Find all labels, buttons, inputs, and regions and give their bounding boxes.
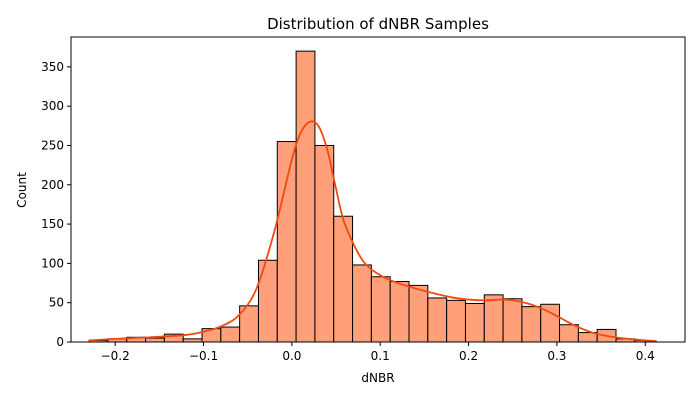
- y-tick-label: 0: [56, 335, 64, 349]
- histogram-bar: [276, 141, 297, 343]
- histogram-bar: [352, 264, 372, 343]
- histogram-bars: [88, 50, 655, 343]
- y-tick-label: 200: [41, 178, 64, 192]
- histogram-bar: [464, 302, 485, 343]
- x-tick-label: 0.4: [636, 349, 655, 363]
- x-axis-label: dNBR: [361, 371, 394, 385]
- x-tick-label: 0.1: [371, 349, 390, 363]
- y-tick-label: 350: [41, 60, 64, 74]
- chart-title: Distribution of dNBR Samples: [267, 15, 489, 33]
- histogram-bar: [220, 326, 241, 343]
- histogram-bar: [295, 50, 316, 343]
- y-tick-label: 150: [41, 217, 64, 231]
- histogram-bar: [559, 324, 579, 343]
- x-axis-ticks: −0.2 −0.1 0.0 0.1 0.2 0.3 0.4: [101, 342, 655, 363]
- plot-frame: [70, 36, 686, 343]
- histogram-bar: [408, 284, 429, 343]
- histogram-bar: [370, 276, 391, 343]
- y-tick-label: 300: [41, 99, 64, 113]
- x-tick-label: 0.2: [459, 349, 478, 363]
- histogram-bar: [427, 297, 448, 343]
- kde-curve: [88, 120, 657, 343]
- histogram-bar: [257, 259, 278, 343]
- x-tick-label: 0.0: [282, 349, 301, 363]
- histogram-bar: [314, 144, 335, 343]
- x-tick-label: 0.3: [547, 349, 566, 363]
- histogram-bar: [483, 294, 504, 343]
- y-tick-label: 100: [41, 256, 64, 270]
- histogram-bar: [521, 306, 542, 343]
- x-tick-label: −0.1: [189, 349, 218, 363]
- histogram-bar: [446, 299, 466, 343]
- y-tick-label: 250: [41, 138, 64, 152]
- histogram-bar: [502, 298, 523, 343]
- y-axis-label: Count: [15, 172, 29, 208]
- x-tick-label: −0.2: [101, 349, 130, 363]
- y-axis-ticks: 0 50 100 150 200 250 300 350: [41, 60, 71, 349]
- histogram-bar: [145, 337, 165, 343]
- y-tick-label: 50: [49, 296, 64, 310]
- histogram-bar: [389, 280, 410, 343]
